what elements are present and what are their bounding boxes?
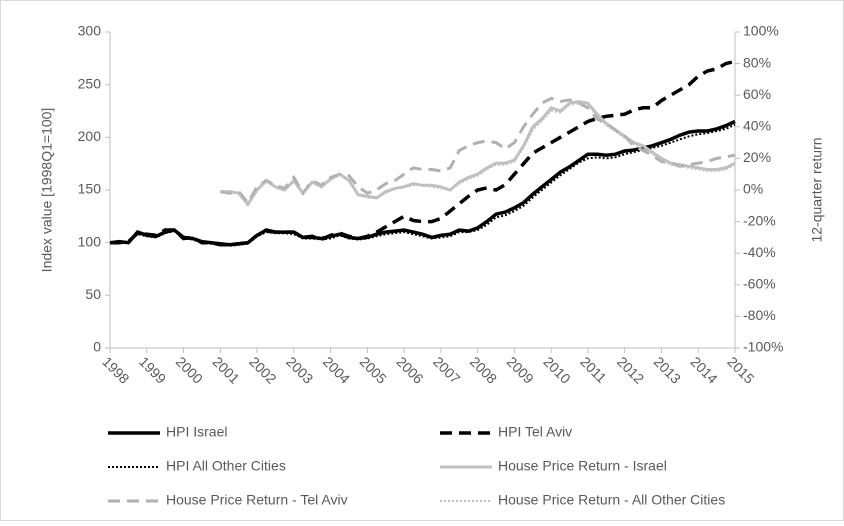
y-tick-label: 50	[85, 286, 101, 302]
y2-tick-label: 80%	[743, 54, 771, 70]
series-line	[110, 123, 736, 247]
y-tick-label: 300	[78, 23, 102, 39]
y2-tick-label: 60%	[743, 86, 771, 102]
y-axis-label: Index value [1998Q1=100]	[39, 108, 55, 273]
y2-tick-label: 20%	[743, 149, 771, 165]
legend-label: House Price Return - Tel Aviv	[166, 492, 348, 508]
y-tick-label: 200	[78, 128, 102, 144]
series-line	[110, 59, 736, 247]
y2-tick-label: -80%	[743, 307, 776, 323]
y2-tick-label: -100%	[743, 339, 783, 355]
legend-label: HPI Israel	[166, 424, 227, 440]
y2-tick-label: -20%	[743, 212, 776, 228]
y2-axis-label: 12-quarter return	[809, 137, 825, 242]
y-tick-label: 250	[78, 75, 102, 91]
y2-tick-label: -60%	[743, 276, 776, 292]
legend-label: House Price Return - Israel	[498, 458, 667, 474]
legend-label: HPI All Other Cities	[166, 458, 286, 474]
y2-tick-label: -40%	[743, 244, 776, 260]
y2-tick-label: 100%	[743, 23, 779, 39]
legend-label: House Price Return - All Other Cities	[498, 492, 725, 508]
legend-label: HPI Tel Aviv	[498, 424, 572, 440]
series-line	[109, 119, 736, 247]
y-tick-label: 0	[93, 339, 101, 355]
y-tick-label: 150	[78, 181, 102, 197]
y2-tick-label: 0%	[743, 181, 763, 197]
series-line	[220, 102, 736, 208]
y-tick-label: 100	[78, 233, 102, 249]
y2-tick-label: 40%	[743, 118, 771, 134]
